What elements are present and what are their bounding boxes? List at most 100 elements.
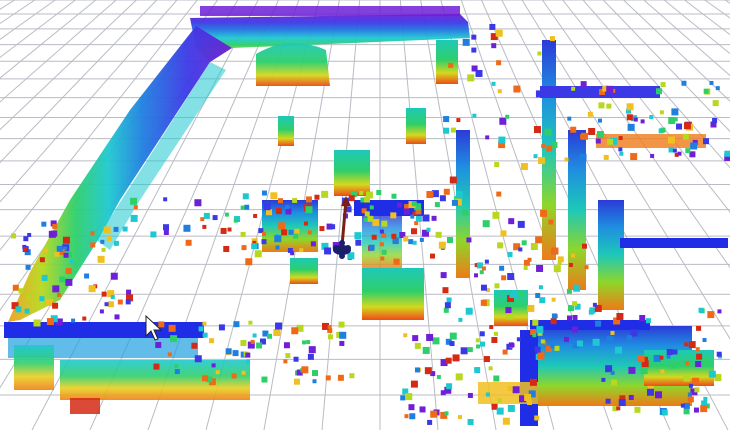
point	[311, 370, 318, 377]
point	[639, 315, 646, 322]
point	[194, 199, 202, 207]
point	[322, 322, 330, 330]
point	[126, 289, 132, 295]
point	[296, 369, 303, 376]
point	[354, 232, 362, 240]
point	[483, 356, 490, 363]
point	[440, 390, 446, 396]
point	[507, 386, 513, 392]
point	[242, 193, 249, 200]
point	[218, 324, 225, 331]
point	[281, 229, 288, 236]
point	[700, 405, 708, 413]
point	[462, 38, 470, 46]
point	[605, 398, 611, 404]
point	[103, 226, 111, 234]
point	[327, 327, 333, 333]
grid-line	[0, 0, 137, 131]
point	[283, 359, 288, 364]
point	[291, 327, 299, 335]
point	[110, 272, 118, 280]
point	[27, 232, 32, 237]
point	[536, 326, 544, 334]
point	[233, 321, 240, 328]
point	[212, 215, 218, 221]
point	[431, 215, 437, 221]
point	[41, 274, 48, 281]
point	[426, 227, 431, 232]
point-cloud	[4, 6, 730, 426]
point	[517, 220, 525, 228]
point	[26, 294, 32, 300]
point	[163, 230, 169, 236]
right-shelf	[620, 238, 728, 248]
point	[599, 88, 606, 95]
point	[443, 307, 449, 313]
point	[363, 217, 368, 222]
point	[695, 347, 700, 352]
point	[598, 102, 605, 109]
point	[677, 151, 682, 156]
robot-pose[interactable]	[333, 196, 351, 259]
point	[408, 404, 415, 411]
point	[490, 33, 498, 41]
point	[574, 303, 581, 310]
point	[523, 266, 528, 271]
point	[59, 276, 66, 283]
point	[12, 284, 19, 291]
point	[54, 251, 60, 257]
point	[498, 141, 506, 149]
point	[530, 242, 538, 250]
point	[502, 349, 508, 355]
point	[467, 347, 473, 353]
point	[63, 246, 68, 251]
point	[106, 236, 112, 242]
point	[211, 363, 216, 368]
point	[692, 377, 700, 385]
point	[327, 334, 333, 340]
point	[209, 338, 215, 344]
point	[603, 154, 609, 160]
point	[41, 221, 47, 227]
point	[564, 336, 570, 342]
point	[266, 209, 273, 216]
point	[293, 233, 299, 239]
point	[568, 262, 573, 267]
point	[707, 311, 715, 319]
point	[505, 114, 510, 119]
point	[233, 218, 238, 223]
point	[480, 341, 486, 347]
point	[485, 392, 490, 397]
point	[717, 309, 722, 314]
point	[518, 290, 525, 297]
point	[649, 115, 654, 120]
point	[130, 197, 138, 205]
point	[494, 162, 500, 168]
point	[551, 313, 557, 319]
point	[403, 236, 409, 242]
point	[391, 233, 397, 239]
point	[676, 123, 683, 130]
point	[492, 211, 500, 219]
point	[55, 318, 63, 326]
point	[324, 247, 332, 255]
point	[674, 152, 679, 157]
point	[653, 354, 661, 362]
point	[557, 261, 562, 266]
point	[572, 314, 578, 320]
point	[714, 374, 722, 382]
point	[435, 231, 442, 238]
point	[579, 153, 587, 161]
point	[467, 74, 475, 82]
point	[409, 413, 416, 420]
point	[680, 403, 685, 408]
point	[480, 299, 487, 306]
point	[194, 355, 202, 363]
block-a	[278, 116, 294, 146]
point	[688, 383, 693, 388]
point	[422, 346, 430, 354]
point	[682, 133, 689, 140]
point	[436, 374, 441, 379]
